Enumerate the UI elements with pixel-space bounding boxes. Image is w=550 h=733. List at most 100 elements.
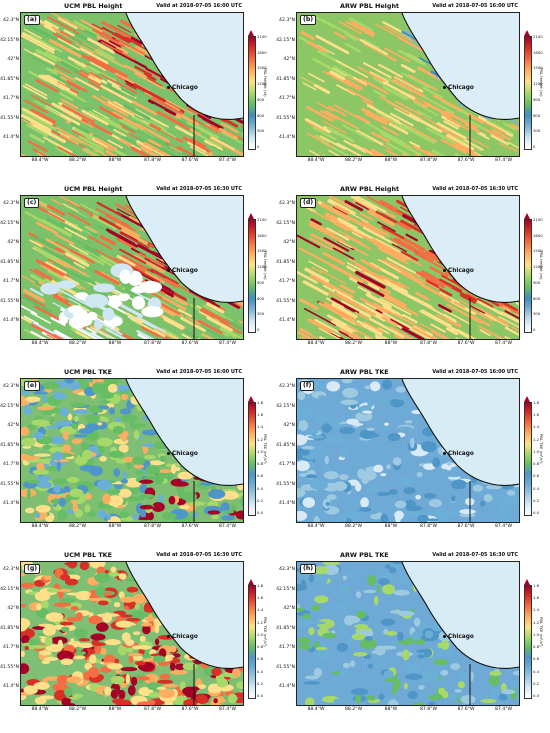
pbl-tke-cell (367, 663, 374, 669)
pbl-height-streak (415, 291, 430, 301)
colorbar-tick: 1.4 (257, 607, 264, 613)
pbl-height-streak (430, 329, 451, 339)
pbl-tke-cell (388, 699, 399, 705)
pbl-height-streak (68, 36, 95, 52)
pbl-height-streak (29, 268, 56, 284)
pbl-height-streak (348, 333, 360, 339)
pbl-tke-cell (112, 425, 124, 435)
colorbar-tick: 300 (257, 128, 265, 134)
pbl-height-streak (51, 73, 73, 86)
pbl-tke-cell (177, 471, 193, 480)
pbl-height-streak (46, 334, 57, 339)
pbl-height-streak (130, 318, 156, 333)
pbl-height-streak (373, 89, 387, 99)
pbl-tke-cell (221, 510, 235, 514)
pbl-tke-cell (313, 641, 320, 648)
pbl-tke-cell (118, 444, 129, 453)
pbl-height-streak (27, 140, 48, 153)
pbl-height-streak (74, 62, 96, 75)
low-pbl-cell (40, 282, 60, 295)
pbl-tke-cell (384, 422, 389, 426)
pbl-tke-cell (232, 667, 241, 678)
pbl-height-streak (197, 319, 223, 335)
pbl-height-streak (131, 146, 151, 156)
pbl-height-streak (166, 332, 180, 339)
lat-tick: 42.3°N (279, 201, 295, 206)
pbl-tke-cell (403, 487, 416, 495)
pbl-height-streak (89, 65, 117, 82)
lon-tick: 87.8°W (419, 707, 438, 712)
pbl-height-streak (387, 258, 412, 272)
lat-tick: 41.85°N (276, 76, 295, 82)
pbl-height-streak (91, 23, 103, 30)
pbl-height-streak (71, 237, 97, 252)
pbl-tke-cell (298, 420, 309, 431)
pbl-tke-cell (117, 645, 127, 656)
panel-title-bar: UCM PBL Height Valid at 2018-07-05 16:30 … (0, 185, 272, 195)
pbl-tke-cell (158, 688, 176, 699)
pbl-tke-cell (33, 682, 50, 690)
pbl-height-streak (322, 284, 336, 293)
colorbar-tick: 1.0 (533, 448, 540, 454)
pbl-tke-cell (319, 642, 334, 648)
pbl-height-streak (63, 275, 80, 286)
pbl-height-streak (361, 107, 388, 124)
lat-tick: 42.15°N (276, 403, 295, 409)
pbl-height-streak (328, 196, 354, 210)
pbl-tke-cell (320, 662, 326, 670)
pbl-height-streak (127, 315, 142, 324)
colorbar-tick: 1.2 (257, 436, 264, 442)
pbl-height-streak (370, 238, 405, 258)
pbl-height-streak (312, 57, 346, 78)
pbl-height-streak (72, 129, 85, 138)
pbl-height-streak (99, 39, 116, 49)
pbl-tke-cell (182, 662, 198, 671)
pbl-height-streak (33, 52, 56, 66)
pbl-tke-cell (356, 591, 362, 599)
pbl-height-streak (118, 138, 132, 147)
pbl-height-streak (319, 109, 338, 121)
pbl-tke-cell (21, 604, 27, 608)
pbl-tke-cell (180, 491, 197, 501)
lon-tick: 88.2°W (344, 341, 363, 346)
pbl-tke-cell (100, 647, 107, 655)
pbl-tke-cell (36, 462, 45, 472)
pbl-tke-cell (370, 697, 376, 701)
pbl-height-streak (382, 259, 415, 278)
pbl-tke-cell (108, 407, 116, 415)
pbl-tke-cell (46, 587, 59, 593)
pbl-height-streak (74, 77, 100, 92)
pbl-height-streak (219, 327, 238, 338)
pbl-tke-cell (64, 687, 73, 697)
pbl-height-streak (364, 336, 372, 339)
pbl-tke-cell (354, 482, 362, 492)
lon-tick: 87.4°W (218, 158, 237, 163)
pbl-height-streak (78, 250, 105, 266)
lat-tick: 41.55°N (0, 481, 19, 487)
colorbar-tick: 1200 (257, 264, 267, 270)
pbl-tke-cell (169, 645, 177, 653)
pbl-height-streak (351, 231, 363, 239)
pbl-height-streak (345, 20, 375, 38)
pbl-height-streak (116, 237, 136, 250)
pbl-tke-cell (112, 698, 126, 705)
pbl-tke-cell (73, 409, 90, 415)
pbl-height-streak (425, 305, 457, 323)
pbl-height-streak (116, 255, 136, 267)
pbl-height-streak (446, 317, 462, 328)
colorbar-tick: 1.2 (533, 436, 540, 442)
pbl-height-streak (98, 258, 116, 269)
pbl-tke-cell (97, 422, 103, 426)
pbl-height-streak (400, 236, 426, 252)
pbl-tke-cell (189, 501, 206, 506)
pbl-tke-cell (100, 392, 114, 399)
pbl-height-streak (30, 235, 54, 249)
lat-tick: 42.15°N (276, 220, 295, 226)
pbl-tke-cell (385, 630, 398, 636)
pbl-height-streak (384, 76, 412, 93)
pbl-tke-cell (110, 675, 125, 685)
pbl-height-streak (476, 299, 504, 316)
pbl-height-streak (394, 334, 406, 339)
pbl-height-streak (344, 200, 363, 212)
pbl-tke-cell (156, 679, 174, 684)
